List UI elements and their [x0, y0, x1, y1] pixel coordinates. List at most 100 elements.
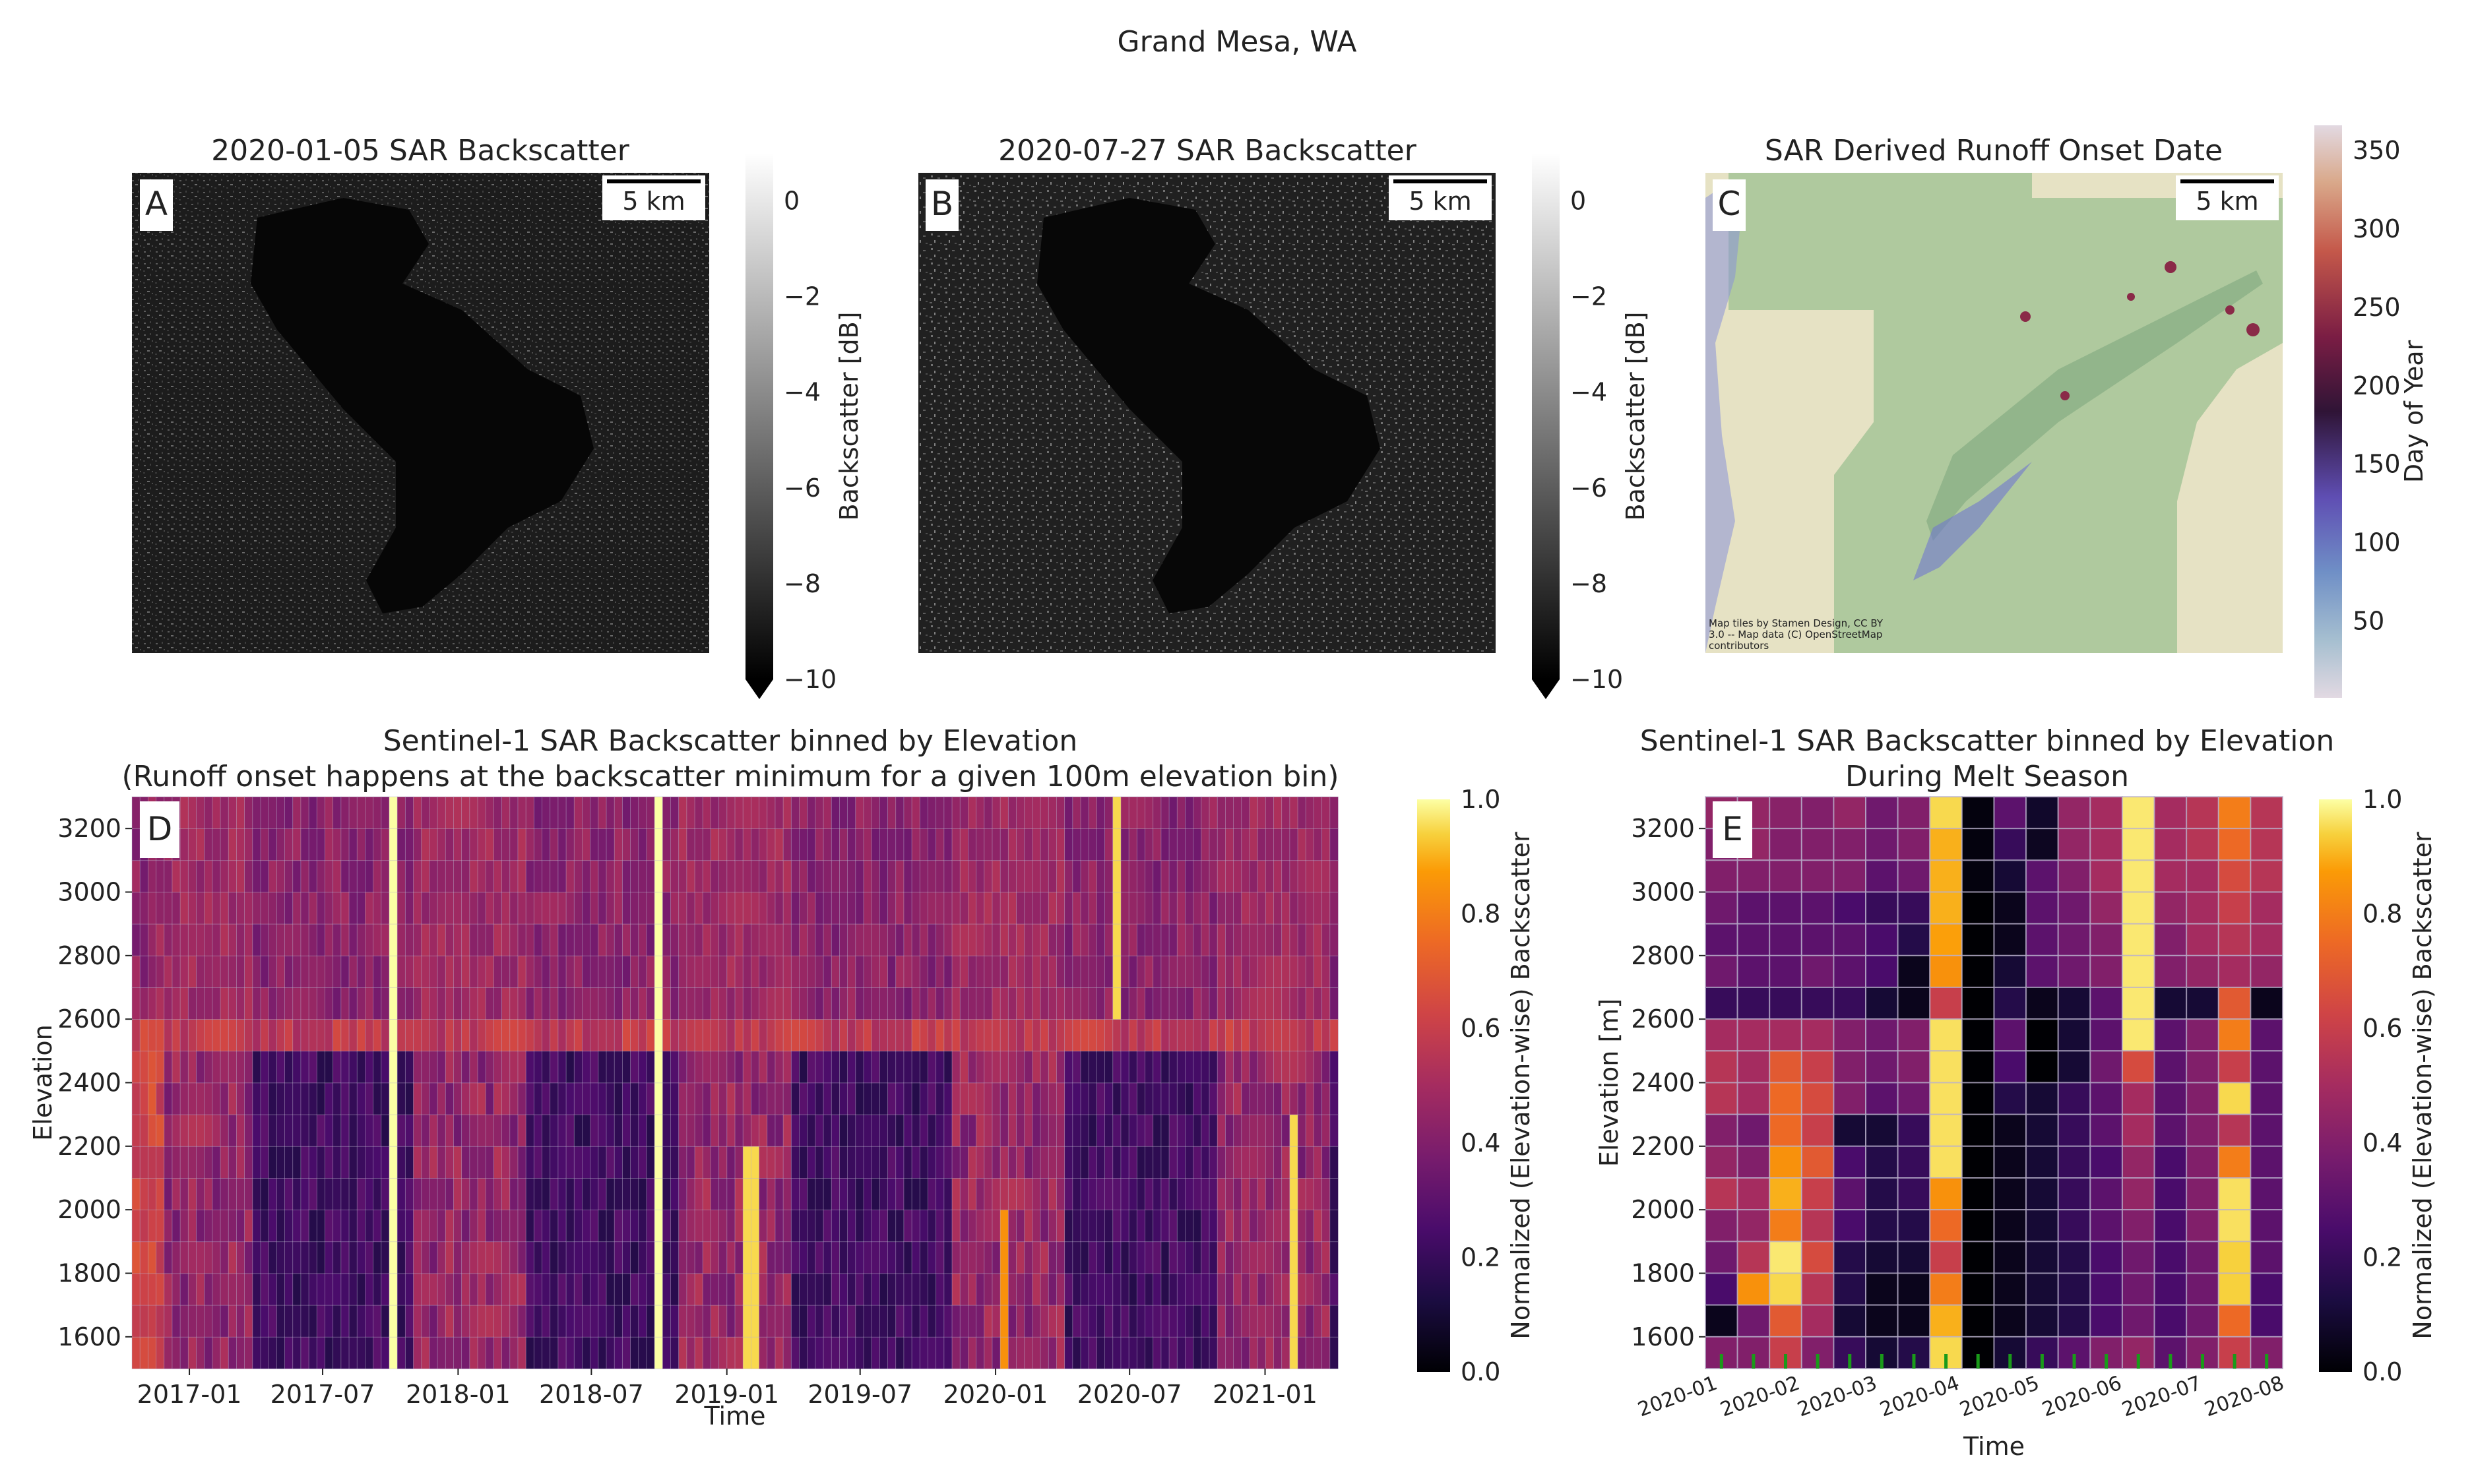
heatmap-d-cell: [582, 1114, 591, 1147]
heatmap-d-cell: [630, 1114, 639, 1147]
heatmap-d-cell: [1088, 955, 1098, 988]
heatmap-d-cell: [999, 1146, 1009, 1179]
heatmap-d-cell: [1064, 923, 1073, 956]
heatmap-d-cell: [782, 1241, 792, 1274]
heatmap-d-cell: [936, 1209, 945, 1243]
heatmap-d-cell: [509, 955, 519, 988]
heatmap-d-cell: [228, 1241, 238, 1274]
heatmap-d-cell: [1145, 1209, 1154, 1243]
heatmap-d-cell: [381, 892, 390, 925]
heatmap-d-cell: [501, 796, 511, 829]
heatmap-d-cell: [565, 923, 575, 956]
panel-e-letter: E: [1722, 810, 1743, 848]
heatmap-d-cell: [325, 987, 334, 1020]
heatmap-d-cell: [1040, 1305, 1050, 1338]
heatmap-d-cell: [711, 1241, 720, 1274]
heatmap-d-cell: [702, 892, 712, 925]
heatmap-d-cell: [590, 1177, 599, 1210]
heatmap-d-cell: [501, 955, 511, 988]
heatmap-e-cell: [1769, 1209, 1802, 1243]
heatmap-d-cell: [984, 859, 993, 893]
heatmap-e-cell: [1769, 954, 1802, 988]
heatmap-d-cell: [308, 923, 318, 956]
heatmap-d-cell: [759, 1273, 768, 1306]
heatmap-d-cell: [276, 1177, 286, 1210]
heatmap-d-cell: [775, 1209, 784, 1243]
heatmap-d-cell: [1007, 1273, 1017, 1306]
heatmap-d-cell: [694, 1336, 704, 1369]
heatmap-d-cell: [1176, 1177, 1186, 1210]
heatmap-d-cell: [976, 1241, 985, 1274]
heatmap-d-cell: [621, 1241, 631, 1274]
heatmap-d-cell: [782, 1082, 792, 1115]
heatmap-d-cell: [839, 955, 848, 988]
heatmap-d-cell: [919, 1241, 929, 1274]
heatmap-d-cell: [750, 923, 760, 956]
heatmap-d-cell: [131, 955, 141, 988]
heatmap-d-cell: [421, 1336, 430, 1369]
heatmap-d-cell: [477, 892, 487, 925]
heatmap-d-cell: [244, 923, 253, 956]
heatmap-d-cell: [453, 1146, 462, 1179]
heatmap-d-cell: [1193, 987, 1202, 1020]
heatmap-d-cell: [1257, 1018, 1267, 1052]
heatmap-d-cell: [815, 1209, 824, 1243]
heatmap-d-cell: [879, 859, 889, 893]
heatmap-d-cell: [1016, 987, 1025, 1020]
heatmap-d-cell: [782, 1177, 792, 1210]
heatmap-d-cell: [670, 1305, 680, 1338]
heatmap-d-cell: [694, 796, 704, 829]
heatmap-d-cell: [356, 1177, 366, 1210]
heatmap-e-x-tick-label: 2020-02: [1717, 1372, 1803, 1422]
heatmap-d-cell: [396, 1018, 406, 1052]
heatmap-e-cell: [2186, 1082, 2219, 1115]
heatmap-d-cell: [276, 923, 286, 956]
heatmap-d-cell: [775, 1273, 784, 1306]
heatmap-d-cell: [260, 987, 269, 1020]
heatmap-d-cell: [1329, 1209, 1339, 1243]
heatmap-d-cell: [839, 796, 848, 829]
heatmap-e-cell: [2057, 1241, 2091, 1274]
heatmap-d-cell: [999, 1177, 1009, 1210]
heatmap-d-cell: [1128, 1209, 1138, 1243]
heatmap-d-cell: [1185, 1241, 1194, 1274]
heatmap-d-cell: [292, 1018, 301, 1052]
heatmap-d-cell: [389, 1177, 398, 1210]
heatmap-d-cell: [1305, 1241, 1315, 1274]
heatmap-d-cell: [1217, 923, 1226, 956]
heatmap-d-cell: [887, 1336, 897, 1369]
heatmap-d-cell: [1096, 1241, 1106, 1274]
heatmap-d-cell: [1112, 923, 1122, 956]
heatmap-d-cell: [718, 1114, 728, 1147]
heatmap-d-cell: [1160, 892, 1170, 925]
heatmap-d-cell: [1289, 859, 1298, 893]
heatmap-d-cell: [711, 1082, 720, 1115]
heatmap-e-x-tick-label: 2020-01: [1635, 1372, 1721, 1422]
heatmap-d-cell: [582, 1241, 591, 1274]
heatmap-d-cell: [823, 1336, 833, 1369]
heatmap-d-cell: [1176, 1305, 1186, 1338]
heatmap-d-cell: [702, 955, 712, 988]
heatmap-e-cell: [1993, 859, 2027, 893]
heatmap-e-cell: [2089, 1145, 2123, 1179]
heatmap-d-cell: [204, 859, 213, 893]
heatmap-d-cell: [959, 1209, 969, 1243]
heatmap-d-cell: [1321, 859, 1331, 893]
heatmap-d-cell: [1040, 859, 1050, 893]
heatmap-d-cell: [750, 1018, 760, 1052]
heatmap-d-cell: [284, 1177, 294, 1210]
heatmap-d-cell: [879, 1114, 889, 1147]
heatmap-e-cell: [1833, 1241, 1867, 1274]
heatmap-d-cell: [1024, 1018, 1033, 1052]
heatmap-d-cell: [1321, 987, 1331, 1020]
heatmap-d-cell: [517, 1114, 526, 1147]
heatmap-e-cell: [2153, 1050, 2188, 1084]
heatmap-d-cell: [1289, 1336, 1298, 1369]
heatmap-d-cell: [582, 1146, 591, 1179]
heatmap-d-cell: [1329, 1241, 1339, 1274]
heatmap-d-cell: [614, 859, 623, 893]
heatmap-d-cell: [1120, 1146, 1129, 1179]
heatmap-d-cell: [501, 1209, 511, 1243]
heatmap-d-cell: [525, 987, 535, 1020]
heatmap-d-cell: [936, 1305, 945, 1338]
